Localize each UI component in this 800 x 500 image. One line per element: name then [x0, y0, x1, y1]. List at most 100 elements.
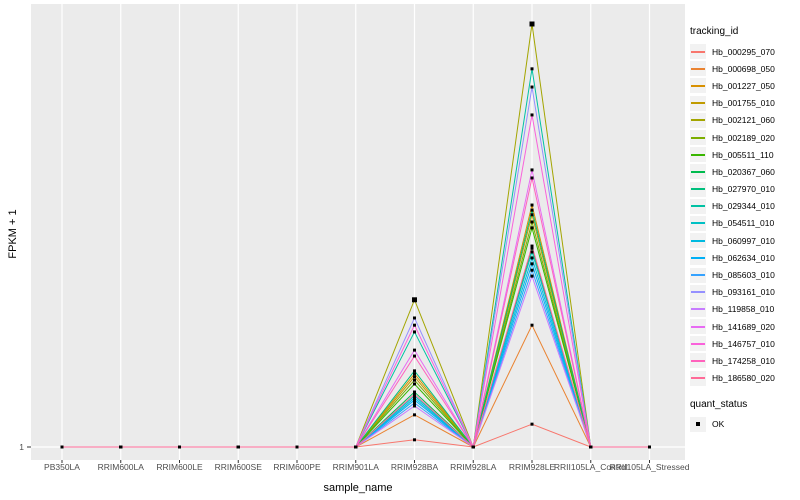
legend-entry-label: Hb_054511_010	[712, 218, 775, 229]
legend-color-swatch-icon	[690, 112, 706, 128]
data-point-marker	[60, 445, 64, 449]
x-tick-label: RRII105LA_Control	[553, 462, 628, 472]
data-point-marker	[530, 244, 534, 248]
data-point-marker	[413, 396, 416, 400]
legend-color-swatch-icon	[690, 215, 706, 231]
legend-entry-label: Hb_005511_110	[712, 149, 774, 160]
data-point-marker	[354, 445, 358, 449]
legend-entry-label: Hb_020367_060	[712, 166, 775, 177]
legend-entry-label: Hb_002121_060	[712, 115, 775, 126]
legend-entry: Hb_002189_020	[690, 129, 798, 146]
legend-entry: Hb_119858_010	[690, 301, 798, 318]
legend-color-swatch-icon	[690, 336, 706, 352]
legend-entry: Hb_146757_010	[690, 335, 798, 352]
legend-color-swatch-icon	[690, 95, 706, 111]
x-tick-label: RRIM928LA	[450, 462, 497, 472]
legend-entry: Hb_001755_010	[690, 95, 798, 112]
legend-entry: Hb_186580_020	[690, 370, 798, 387]
legend-title-tracking-id: tracking_id	[690, 26, 739, 37]
legend-entry-label: Hb_085603_010	[712, 270, 775, 281]
x-tick-label: RRIM600PE	[273, 462, 321, 472]
legend-entry: Hb_020367_060	[690, 163, 798, 180]
data-point-marker	[530, 422, 534, 426]
data-point-marker	[413, 404, 416, 408]
legend-title-quant-status: quant_status	[690, 398, 748, 410]
data-point-marker	[413, 378, 416, 382]
legend-entry-label: Hb_186580_020	[712, 373, 775, 384]
legend-entry-label: Hb_060997_010	[712, 235, 775, 246]
quant-status-legend: quant_status OK	[690, 399, 798, 433]
legend-color-swatch-icon	[690, 301, 706, 317]
data-point-marker	[413, 375, 416, 379]
legend-color-swatch-icon	[690, 61, 706, 77]
data-point-marker	[530, 262, 534, 266]
x-axis-title: sample_name	[323, 482, 393, 494]
legend-entry: Hb_027970_010	[690, 181, 798, 198]
data-point-marker	[530, 176, 534, 180]
data-point-marker	[413, 348, 416, 352]
data-point-marker	[530, 250, 534, 254]
legend-color-swatch-icon	[690, 164, 706, 180]
plot-panel-background	[31, 4, 685, 460]
x-tick-label: RRIM600LA	[97, 462, 144, 472]
legend-entry: Hb_174258_010	[690, 352, 798, 369]
legend-entry-label: Hb_119858_010	[712, 304, 775, 315]
x-tick-label: RRIM901LA	[332, 462, 379, 472]
legend-entry: Hb_005511_110	[690, 146, 798, 163]
x-tick-label: RRIM928BA	[390, 462, 439, 472]
data-point-marker	[530, 268, 534, 272]
data-point-marker	[236, 445, 240, 449]
legend-entry: Hb_000698_050	[690, 60, 798, 77]
legend-entry: Hb_029344_010	[690, 198, 798, 215]
data-point-marker	[589, 445, 593, 449]
legend-entries: Hb_000295_070 Hb_000698_050 Hb_001227_050 H…	[690, 43, 798, 387]
data-point-marker	[413, 382, 416, 386]
data-point-marker	[530, 213, 534, 217]
legend-entry: Hb_085603_010	[690, 266, 798, 283]
data-point-marker	[530, 85, 534, 89]
legend-color-swatch-icon	[690, 181, 706, 197]
legend-entry-label: Hb_001227_050	[712, 80, 775, 91]
legend-color-swatch-icon	[690, 147, 706, 163]
legend-color-swatch-icon	[690, 284, 706, 300]
legend-color-swatch-icon	[690, 233, 706, 249]
legend-entry-label: OK	[712, 419, 725, 430]
legend-entry-label: Hb_001755_010	[712, 98, 775, 109]
legend-entry-label: Hb_062634_010	[712, 252, 775, 263]
legend-color-swatch-icon	[690, 198, 706, 214]
data-point-marker	[413, 438, 416, 442]
data-point-marker	[413, 354, 416, 358]
x-tick-label: RRIM928LE	[508, 462, 556, 472]
data-point-marker	[530, 67, 534, 71]
legend-entry: Hb_054511_010	[690, 215, 798, 232]
data-point-marker	[530, 226, 534, 230]
legend-color-swatch-icon	[690, 44, 706, 60]
x-tick-label: RRIM600LE	[156, 462, 203, 472]
legend-color-swatch-icon	[690, 267, 706, 283]
data-point-marker	[413, 316, 416, 320]
legend-entry: Hb_001227_050	[690, 77, 798, 94]
legend-entry: Hb_141689_020	[690, 318, 798, 335]
legend-entry: Hb_000295_070	[690, 43, 798, 60]
legend-entry: Hb_060997_010	[690, 232, 798, 249]
legend-entry-label: Hb_000698_050	[712, 63, 775, 74]
y-axis-title: FPKM + 1	[7, 209, 19, 259]
legend-entry: Hb_062634_010	[690, 249, 798, 266]
legend-entry-ok: OK	[690, 416, 798, 433]
data-point-marker	[530, 256, 534, 260]
data-point-marker	[530, 113, 534, 117]
data-point-marker	[530, 220, 534, 224]
legend-entry-label: Hb_141689_020	[712, 321, 775, 332]
data-point-marker	[413, 392, 416, 396]
legend-color-swatch-icon	[690, 78, 706, 94]
data-point-marker	[413, 413, 416, 417]
y-tick-label: 1	[19, 442, 24, 452]
data-point-marker	[413, 390, 416, 394]
legend-entry: Hb_093161_010	[690, 284, 798, 301]
legend-entry-label: Hb_174258_010	[712, 355, 775, 366]
data-point-marker	[413, 394, 416, 398]
data-point-marker	[530, 246, 534, 250]
data-point-marker	[530, 168, 534, 172]
